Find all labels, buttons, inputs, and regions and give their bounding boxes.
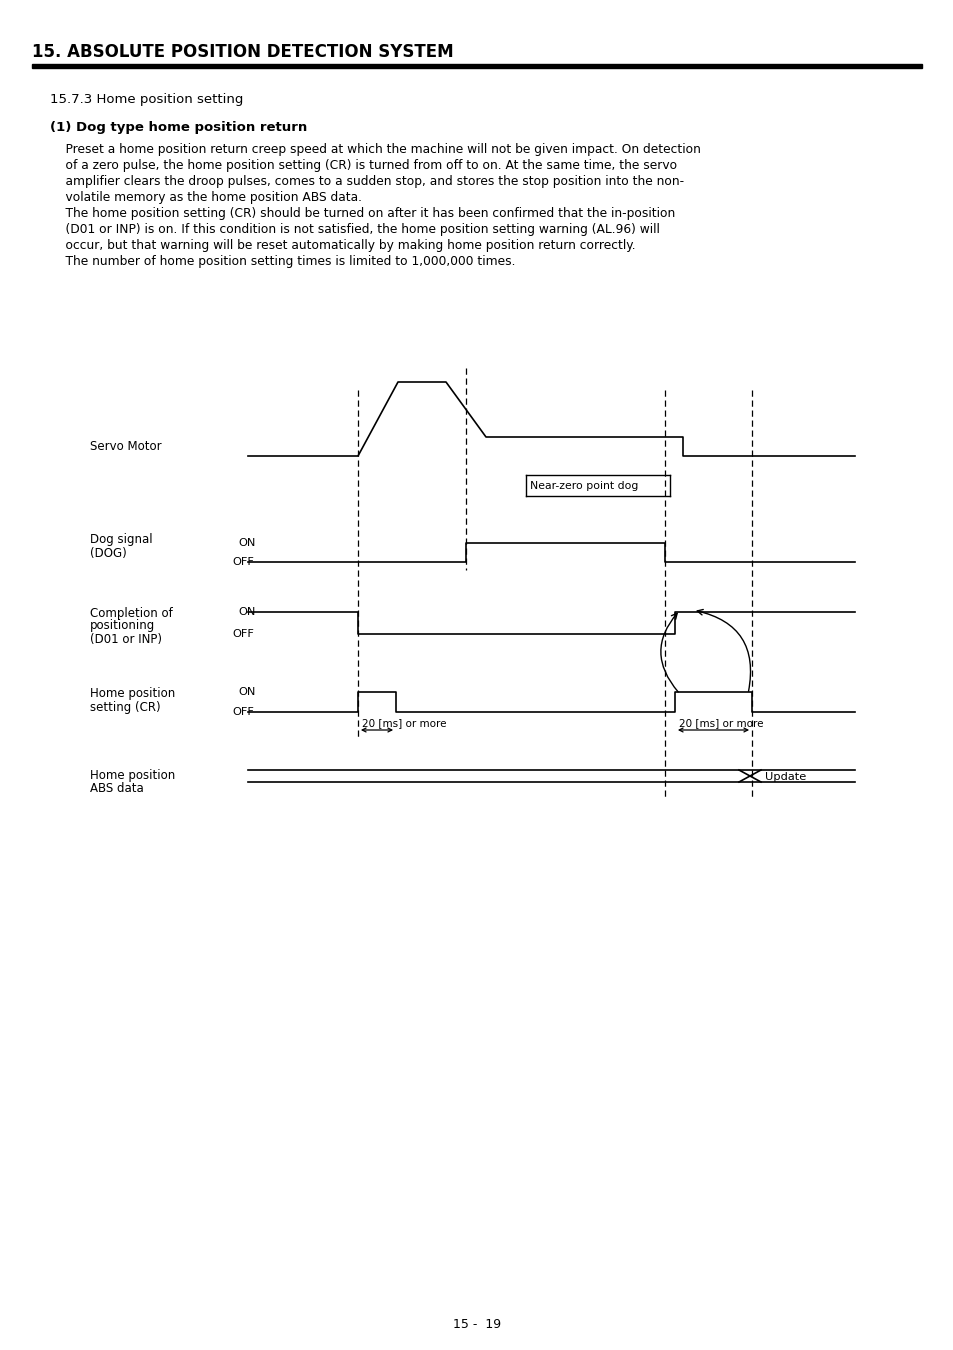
Text: (1) Dog type home position return: (1) Dog type home position return — [50, 122, 307, 135]
Text: ABS data: ABS data — [90, 782, 144, 795]
Text: OFF: OFF — [232, 558, 253, 567]
Text: ON: ON — [237, 539, 255, 548]
Text: Update: Update — [764, 772, 805, 782]
Text: (D01 or INP) is on. If this condition is not satisfied, the home position settin: (D01 or INP) is on. If this condition is… — [50, 224, 659, 236]
Text: volatile memory as the home position ABS data.: volatile memory as the home position ABS… — [50, 192, 361, 204]
Text: Completion of: Completion of — [90, 606, 172, 620]
Text: The number of home position setting times is limited to 1,000,000 times.: The number of home position setting time… — [50, 255, 515, 269]
Text: Dog signal: Dog signal — [90, 533, 152, 547]
Text: ON: ON — [237, 608, 255, 617]
Text: positioning: positioning — [90, 620, 155, 633]
Text: 15.7.3 Home position setting: 15.7.3 Home position setting — [50, 93, 243, 107]
Text: 15. ABSOLUTE POSITION DETECTION SYSTEM: 15. ABSOLUTE POSITION DETECTION SYSTEM — [32, 43, 453, 61]
Text: (DOG): (DOG) — [90, 548, 127, 560]
Text: OFF: OFF — [232, 707, 253, 717]
Text: Near-zero point dog: Near-zero point dog — [530, 481, 638, 491]
Text: ON: ON — [237, 687, 255, 697]
Text: of a zero pulse, the home position setting (CR) is turned from off to on. At the: of a zero pulse, the home position setti… — [50, 159, 677, 173]
Text: 20 [ms] or more: 20 [ms] or more — [361, 718, 446, 728]
Text: The home position setting (CR) should be turned on after it has been confirmed t: The home position setting (CR) should be… — [50, 208, 675, 220]
Text: occur, but that warning will be reset automatically by making home position retu: occur, but that warning will be reset au… — [50, 239, 635, 252]
Text: Servo Motor: Servo Motor — [90, 440, 161, 452]
Text: Preset a home position return creep speed at which the machine will not be given: Preset a home position return creep spee… — [50, 143, 700, 157]
Text: 20 [ms] or more: 20 [ms] or more — [679, 718, 762, 728]
Text: amplifier clears the droop pulses, comes to a sudden stop, and stores the stop p: amplifier clears the droop pulses, comes… — [50, 176, 683, 189]
Text: setting (CR): setting (CR) — [90, 701, 160, 714]
Text: OFF: OFF — [232, 629, 253, 639]
Text: 15 -  19: 15 - 19 — [453, 1319, 500, 1331]
Text: (D01 or INP): (D01 or INP) — [90, 633, 162, 645]
Text: Home position: Home position — [90, 768, 175, 782]
Bar — [32, 63, 921, 68]
Text: Home position: Home position — [90, 687, 175, 701]
